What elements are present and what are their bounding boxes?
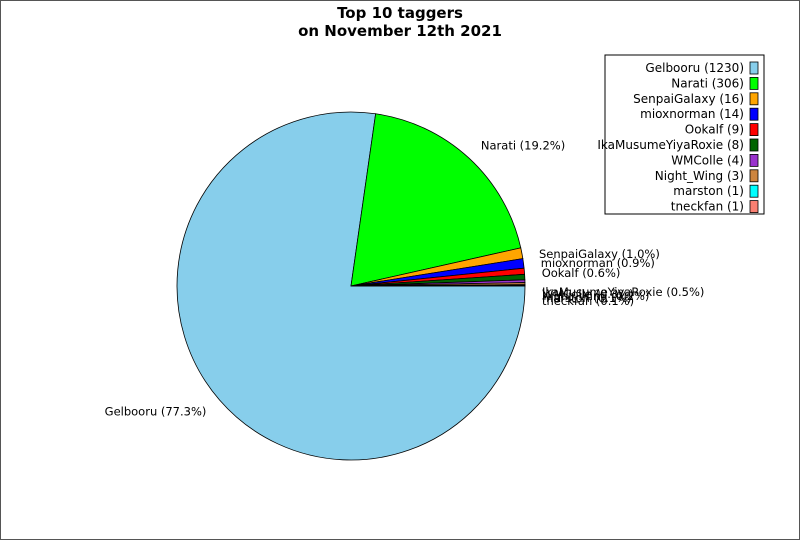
legend-label-narati: Narati (306)	[671, 76, 744, 90]
legend-label-gelbooru: Gelbooru (1230)	[645, 61, 744, 75]
legend-swatch-wmcolle	[749, 153, 759, 167]
slice-labels: Gelbooru (77.3%) Narati (19.2%) SenpaiGala…	[105, 138, 705, 418]
legend-label-ikamusumeyiyaroxie: IkaMusumeYiyaRoxie (8)	[597, 138, 744, 152]
legend-swatch-senpaigalaxy	[749, 92, 759, 106]
legend-swatch-tneckfan	[749, 200, 759, 214]
slice-label-narati: Narati (19.2%)	[481, 138, 565, 152]
legend-label-mioxnorman: mioxnorman (14)	[640, 107, 744, 121]
legend: Gelbooru (1230)Narati (306) SenpaiGalaxy …	[597, 54, 765, 215]
legend-label-tneckfan: tneckfan (1)	[671, 200, 744, 214]
legend-label-marston: marston (1)	[673, 184, 744, 198]
legend-swatch-ikamusumeyiyaroxie	[749, 138, 759, 152]
slice-label-mioxnorman: mioxnorman (0.9%)	[541, 256, 655, 270]
legend-swatch-gelbooru	[749, 61, 759, 75]
slice-label-night_wing: Night_Wing (0.2%)	[542, 289, 649, 303]
legend-label-night_wing: Night_Wing (3)	[655, 169, 744, 183]
pie-slices	[176, 111, 526, 461]
legend-label-ookalf: Ookalf (9)	[685, 123, 744, 137]
slice-label-senpaigalaxy: SenpaiGalaxy (1.0%)	[539, 247, 660, 261]
legend-swatch-narati	[749, 77, 759, 90]
slice-label-gelbooru: Gelbooru (77.3%)	[105, 404, 207, 418]
pie-slice-narati	[350, 113, 522, 287]
legend-swatch-ookalf	[749, 123, 759, 136]
slice-label-ikamusumeyiyaroxie: IkaMusumeYiyaRoxie (0.5%)	[542, 285, 704, 299]
legend-swatch-mioxnorman	[749, 107, 759, 121]
slice-label-tneckfan: tneckfan (0.1%)	[542, 294, 634, 308]
slice-label-ookalf: Ookalf (0.6%)	[542, 266, 621, 280]
chart-title-line-1: Top 10 taggers	[337, 4, 463, 22]
legend-label-senpaigalaxy: SenpaiGalaxy (16)	[633, 92, 744, 106]
chart-title-line-2: on November 12th 2021	[298, 22, 502, 40]
legend-box	[604, 54, 765, 215]
slice-label-wmcolle: WMColle (0.3%)	[542, 287, 634, 301]
legend-swatch-night_wing	[749, 169, 759, 183]
legend-label-wmcolle: WMColle (4)	[671, 153, 744, 167]
legend-swatch-marston	[749, 184, 759, 198]
pie-slice-tneckfan	[350, 284, 526, 287]
slice-label-marston: marston (0.1%)	[542, 291, 632, 305]
